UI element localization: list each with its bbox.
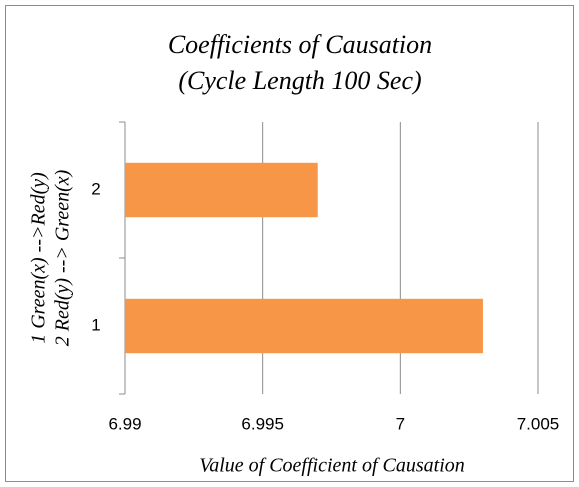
x-tick-label: 6.995 [241, 414, 284, 433]
chart-title: Coefficients of Causation [168, 30, 432, 59]
chart-subtitle: (Cycle Length 100 Sec) [178, 66, 421, 95]
x-tick-label: 7.005 [517, 414, 560, 433]
y-axis-label: 2 Red(y) --> Green(x) [52, 169, 74, 346]
y-axis-label: 1 Green(x) -->Red(y) [28, 172, 50, 344]
y-tick-label: 2 [91, 179, 100, 198]
bar [125, 298, 483, 354]
bar [125, 162, 318, 218]
x-tick-label: 7 [396, 414, 405, 433]
x-axis-label: Value of Coefficient of Causation [199, 455, 465, 477]
y-tick-label: 1 [91, 315, 100, 334]
x-tick-label: 6.99 [108, 414, 141, 433]
chart-frame [5, 5, 574, 482]
